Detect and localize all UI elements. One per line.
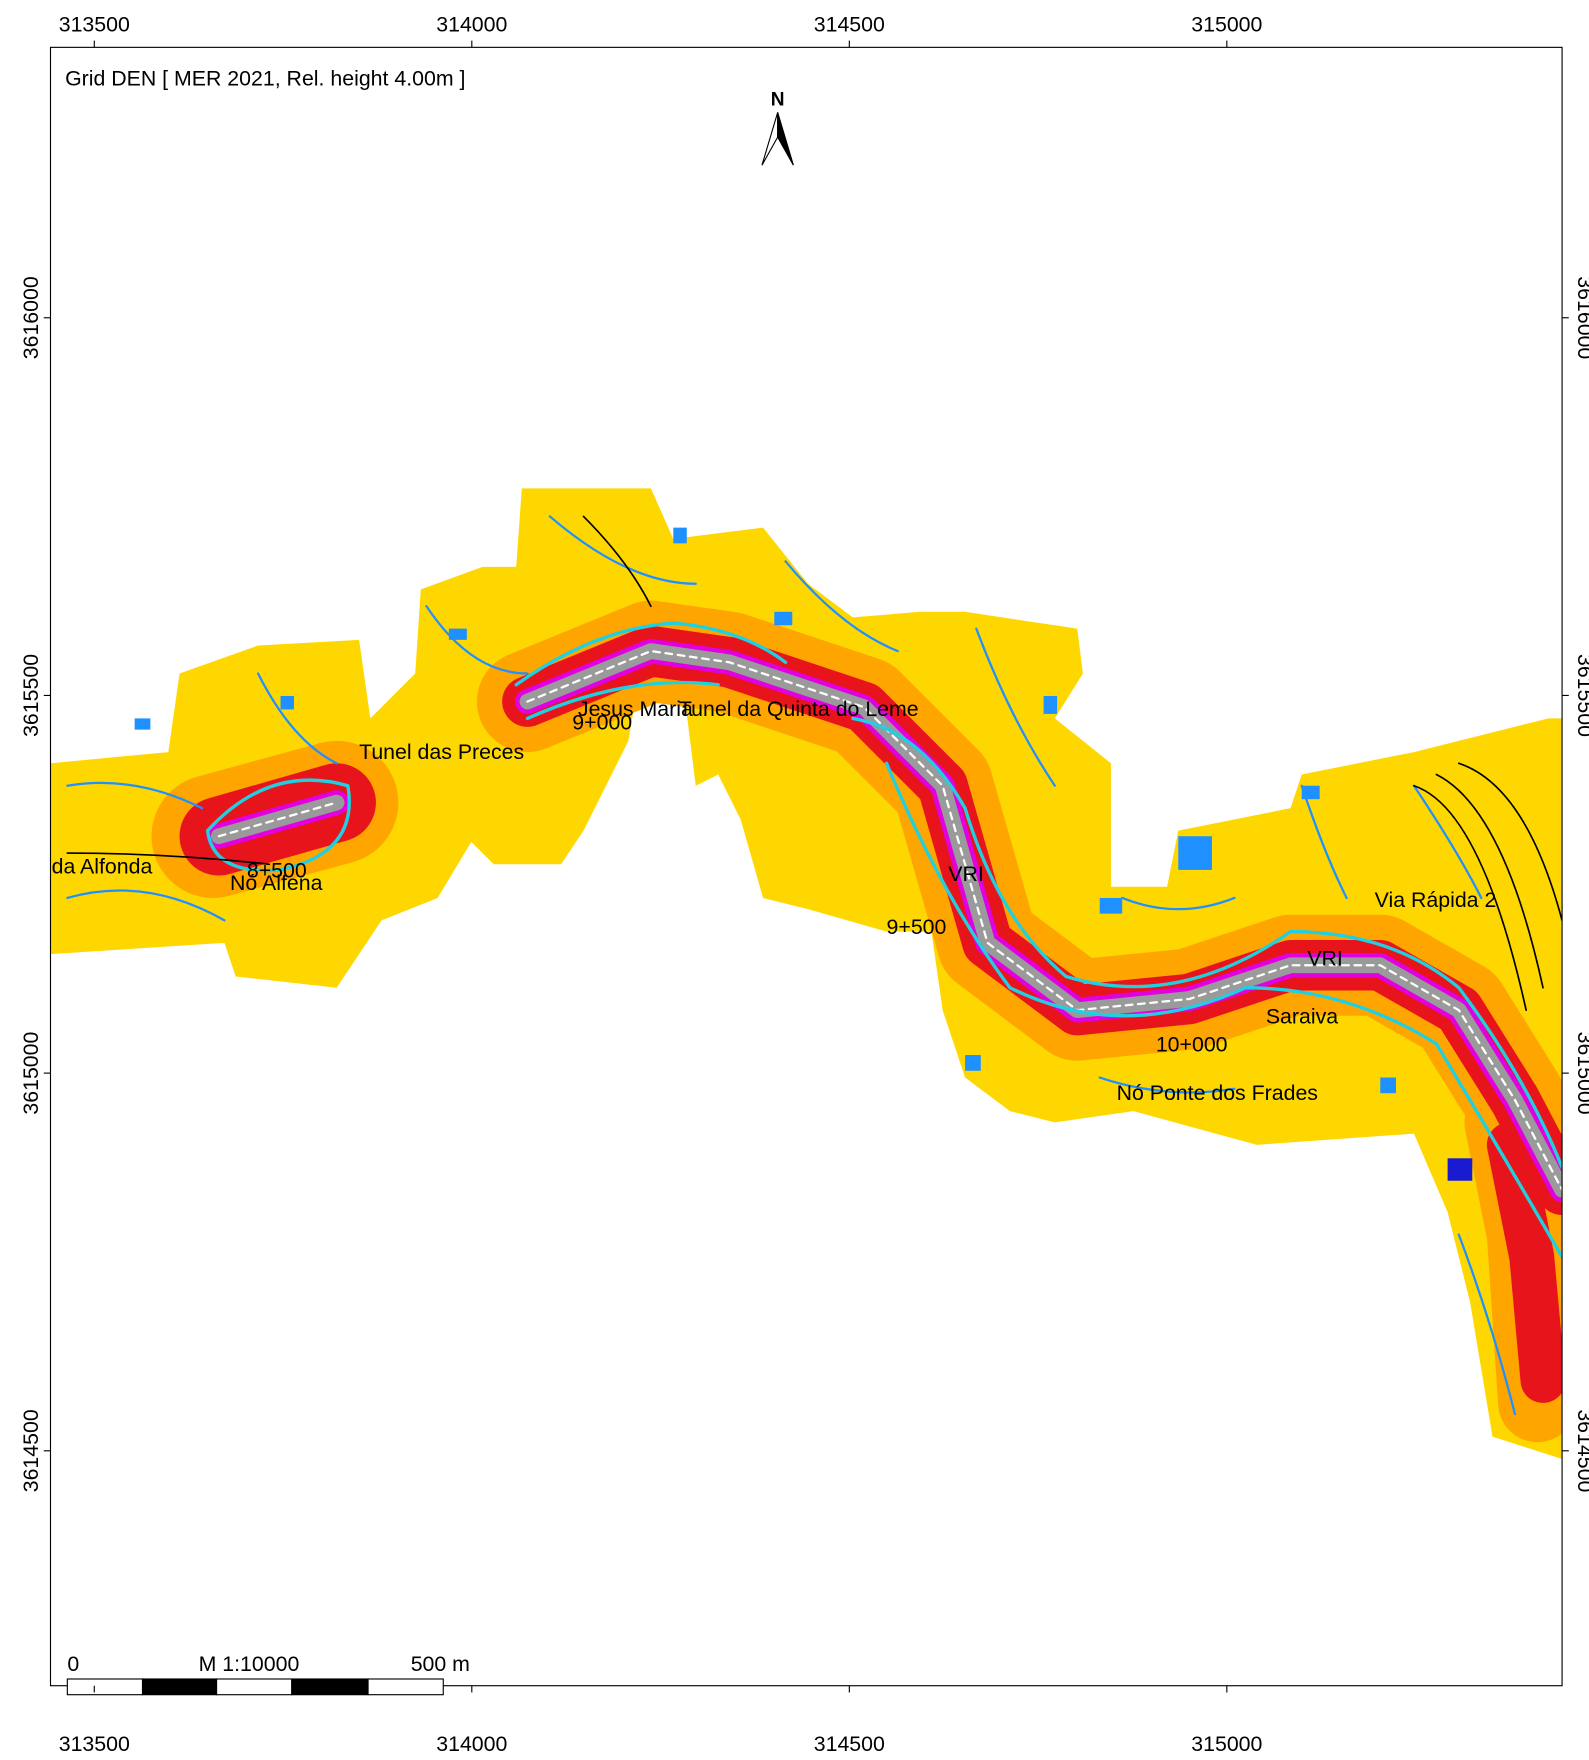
x-tick-label: 315000 bbox=[1191, 13, 1262, 37]
scale-segment bbox=[66, 1678, 144, 1696]
building bbox=[448, 628, 467, 640]
place-label: da Alfonda bbox=[52, 854, 153, 878]
arrow-right bbox=[777, 112, 794, 166]
building-highlight bbox=[1447, 1158, 1473, 1181]
scale-bar: 0 M 1:10000 500 m bbox=[66, 1652, 470, 1696]
y-tick-label: 3615500 bbox=[1573, 654, 1589, 737]
y-tick-label: 3616000 bbox=[1573, 276, 1589, 359]
x-tick-label: 314000 bbox=[436, 1732, 507, 1756]
y-tick-label: 3614500 bbox=[1573, 1409, 1589, 1492]
place-label: Tunel da Quinta do Leme bbox=[679, 697, 919, 721]
map-title: Grid DEN [ MER 2021, Rel. height 4.00m ] bbox=[65, 67, 465, 91]
y-tick-label: 3616000 bbox=[19, 276, 43, 359]
scale-ratio: M 1:10000 bbox=[199, 1652, 300, 1676]
x-tick-label: 313500 bbox=[59, 1732, 130, 1756]
rail bbox=[66, 515, 1563, 1012]
x-tick-label: 313500 bbox=[59, 13, 130, 37]
place-label: Nó Alfena bbox=[230, 871, 323, 895]
building bbox=[280, 695, 295, 710]
y-tick-label: 3615000 bbox=[1573, 1032, 1589, 1115]
building bbox=[965, 1055, 981, 1071]
building bbox=[774, 611, 793, 626]
place-labels: da Alfonda 8+500 Nó Alfena Tunel das Pre… bbox=[52, 697, 1497, 1105]
y-tick-label: 3615500 bbox=[19, 654, 43, 737]
y-tick-label: 3614500 bbox=[19, 1409, 43, 1492]
map-frame bbox=[49, 46, 1563, 1687]
building bbox=[1380, 1077, 1396, 1094]
x-tick-label: 314500 bbox=[814, 1732, 885, 1756]
building bbox=[1043, 695, 1058, 714]
north-arrow: N bbox=[761, 90, 794, 166]
building bbox=[1178, 836, 1212, 870]
scale-segment bbox=[367, 1678, 444, 1696]
scale-segment bbox=[141, 1678, 218, 1696]
scale-segment bbox=[216, 1678, 293, 1696]
noise-layer bbox=[50, 488, 1563, 1460]
street bbox=[66, 515, 1517, 1416]
buildings bbox=[134, 527, 1396, 1094]
contour-line bbox=[205, 621, 1563, 1259]
x-tick-label: 314000 bbox=[436, 13, 507, 37]
scale-end: 500 m bbox=[411, 1652, 470, 1676]
building bbox=[673, 527, 687, 544]
place-label: Tunel das Preces bbox=[359, 740, 524, 764]
road-label: Via Rápida 2 bbox=[1375, 888, 1497, 912]
x-tick-label: 315000 bbox=[1191, 1732, 1262, 1756]
building bbox=[134, 718, 151, 730]
place-label: Nó Ponte dos Frades bbox=[1117, 1081, 1318, 1105]
scale-start: 0 bbox=[67, 1652, 79, 1676]
building bbox=[1099, 897, 1123, 914]
chainage-label: 8+500 bbox=[247, 859, 307, 883]
zone-yellow bbox=[50, 488, 1563, 1460]
place-label: Jesus Maria bbox=[578, 697, 693, 721]
chainage-label: 10+000 bbox=[1156, 1033, 1228, 1057]
y-tick-label: 3615000 bbox=[19, 1031, 43, 1114]
x-tick-label: 314500 bbox=[814, 13, 885, 37]
road-label: VRI bbox=[1307, 946, 1343, 970]
north-label: N bbox=[771, 90, 785, 111]
place-label: Saraiva bbox=[1266, 1005, 1338, 1029]
building bbox=[1301, 785, 1320, 800]
road-label: VRI bbox=[948, 862, 984, 886]
chainage-label: 9+000 bbox=[572, 711, 632, 735]
chainage-label: 9+500 bbox=[887, 915, 947, 939]
scale-segment bbox=[291, 1678, 369, 1696]
